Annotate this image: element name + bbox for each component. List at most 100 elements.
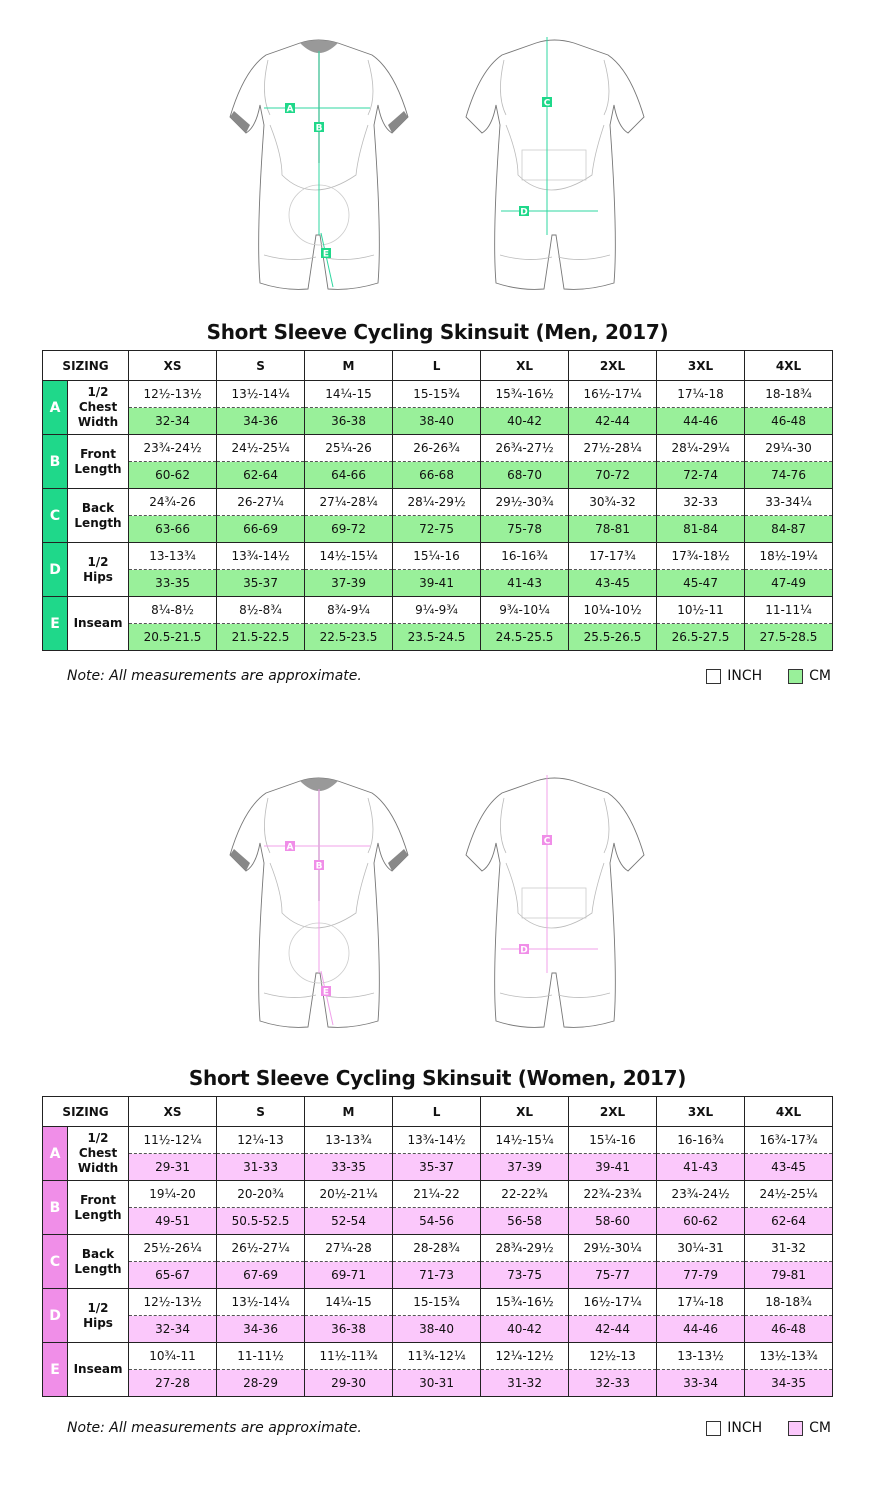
inch-value: 24½-25¼ xyxy=(744,1180,834,1208)
measurement-label-box xyxy=(314,122,324,132)
cm-value: 38-40 xyxy=(392,1315,482,1343)
back-pocket xyxy=(521,149,587,181)
suit-outline xyxy=(465,777,645,1028)
cm-value: 43-45 xyxy=(744,1153,834,1181)
table-row-cm: 20.5-21.5 21.5-22.5 22.5-23.5 23.5-24.5 24.5… xyxy=(43,623,834,651)
size-header-4xl: 4XL xyxy=(744,350,834,381)
cm-value: 46-48 xyxy=(744,1315,834,1343)
size-header-4xl: 4XL xyxy=(744,1096,834,1127)
cm-value: 35-37 xyxy=(392,1153,482,1181)
front-view xyxy=(229,777,409,1028)
sleeve-cuff-left xyxy=(230,849,250,871)
cm-value: 33-35 xyxy=(128,569,218,597)
table-row-inch: C Back Length 25½-26¼ 26½-27¼ 27¼-28 28-28¾ 28¾… xyxy=(42,1234,834,1289)
inch-value: 27½-28¼ xyxy=(568,434,658,462)
cm-value: 66-68 xyxy=(392,461,482,489)
inch-value: 29½-30¾ xyxy=(480,488,570,516)
table-row-cm: 63-66 66-69 69-72 72-75 75-78 78-81 81-84 84-87 xyxy=(43,515,834,543)
cm-value: 44-46 xyxy=(656,407,746,435)
inch-value: 11-11½ xyxy=(216,1342,306,1370)
cm-value: 47-49 xyxy=(744,569,834,597)
measurement-letter: E xyxy=(42,1342,68,1397)
size-header-3xl: 3XL xyxy=(656,350,746,381)
inch-value: 30¾-32 xyxy=(568,488,658,516)
inch-value: 11½-11¾ xyxy=(304,1342,394,1370)
cm-value: 44-46 xyxy=(656,1315,746,1343)
cm-value: 78-81 xyxy=(568,515,658,543)
sleeve-cuff-right xyxy=(388,849,408,871)
inch-value: 17¼-18 xyxy=(656,1288,746,1316)
back-view xyxy=(465,39,645,290)
inch-value: 10¼-10½ xyxy=(568,596,658,624)
inch-value: 25½-26¼ xyxy=(128,1234,218,1262)
inch-value: 23¾-24½ xyxy=(128,434,218,462)
measurement-letter: C xyxy=(42,1234,68,1289)
inch-value: 24¾-26 xyxy=(128,488,218,516)
inch-value: 20-20¾ xyxy=(216,1180,306,1208)
inch-value: 17¼-18 xyxy=(656,380,746,408)
table-row-inch: C Back Length 24¾-26 26-27¼ 27¼-28¼ 28¼-29½ 29½… xyxy=(42,488,834,543)
size-header-s: S xyxy=(216,1096,306,1127)
cm-value: 41-43 xyxy=(480,569,570,597)
cm-value: 69-72 xyxy=(304,515,394,543)
measurement-label-box xyxy=(519,944,529,954)
table-row-inch: A 1/2 Chest Width 11½-12¼ 12¼-13 13-13¾ 13¾-14½… xyxy=(42,1126,834,1181)
cm-value: 68-70 xyxy=(480,461,570,489)
inch-value: 20½-21¼ xyxy=(304,1180,394,1208)
inch-value: 16-16¾ xyxy=(656,1126,746,1154)
measurement-line xyxy=(320,970,334,1026)
cm-value: 36-38 xyxy=(304,407,394,435)
inch-value: 33-34¼ xyxy=(744,488,834,516)
cm-value: 81-84 xyxy=(656,515,746,543)
measurement-letter: C xyxy=(42,488,68,543)
measurement-e: E xyxy=(320,232,334,288)
inch-value: 31-32 xyxy=(744,1234,834,1262)
sleeve-cuff-left xyxy=(230,111,250,133)
cm-value: 45-47 xyxy=(656,569,746,597)
inch-value: 30¼-31 xyxy=(656,1234,746,1262)
measurement-label: A xyxy=(287,105,294,115)
cm-value: 46-48 xyxy=(744,407,834,435)
inch-value: 21¼-22 xyxy=(392,1180,482,1208)
size-header-xs: XS xyxy=(128,1096,218,1127)
measurement-letter: D xyxy=(42,1288,68,1343)
inch-value: 15-15¾ xyxy=(392,380,482,408)
suit-outline xyxy=(465,39,645,290)
cm-value: 73-75 xyxy=(480,1261,570,1289)
measurement-label-box xyxy=(314,860,324,870)
inch-value: 16¾-17¾ xyxy=(744,1126,834,1154)
cm-value: 69-71 xyxy=(304,1261,394,1289)
cm-value: 79-81 xyxy=(744,1261,834,1289)
measurement-label: 1/2 Chest Width xyxy=(66,1126,130,1181)
table-row-cm: 32-34 34-36 36-38 38-40 40-42 42-44 44-46 46-48 xyxy=(43,407,834,435)
size-header-m: M xyxy=(304,350,394,381)
measurement-label-box xyxy=(519,206,529,216)
size-header-2xl: 2XL xyxy=(568,1096,658,1127)
inch-value: 13¾-14½ xyxy=(216,542,306,570)
measurement-label: B xyxy=(316,124,323,134)
measurement-letter: A xyxy=(42,1126,68,1181)
inch-value: 11½-12¼ xyxy=(128,1126,218,1154)
chart-title: Short Sleeve Cycling Skinsuit (Women, 20… xyxy=(188,1066,687,1090)
skinsuit-diagram: A B E C D xyxy=(229,775,645,1028)
inch-value: 8½-8¾ xyxy=(216,596,306,624)
inch-value: 12¼-13 xyxy=(216,1126,306,1154)
cm-value: 36-38 xyxy=(304,1315,394,1343)
measurement-label-box xyxy=(285,103,295,113)
cm-value: 71-73 xyxy=(392,1261,482,1289)
note: Note: All measurements are approximate. xyxy=(67,1420,362,1436)
cm-value: 34-36 xyxy=(216,1315,306,1343)
inch-value: 12½-13½ xyxy=(128,380,218,408)
sleeve-cuff-right xyxy=(388,111,408,133)
inch-value: 16-16¾ xyxy=(480,542,570,570)
inch-value: 16½-17¼ xyxy=(568,380,658,408)
measurement-d: D xyxy=(501,206,598,218)
measurement-label: Front Length xyxy=(66,1180,130,1235)
measurement-label: B xyxy=(316,862,323,872)
measurement-b: B xyxy=(314,789,324,973)
measurement-label: 1/2 Hips xyxy=(66,1288,130,1343)
cm-value: 49-51 xyxy=(128,1207,218,1235)
inch-value: 13½-13¾ xyxy=(744,1342,834,1370)
inch-value: 14¼-15 xyxy=(304,1288,394,1316)
measurement-label: Back Length xyxy=(66,488,130,543)
